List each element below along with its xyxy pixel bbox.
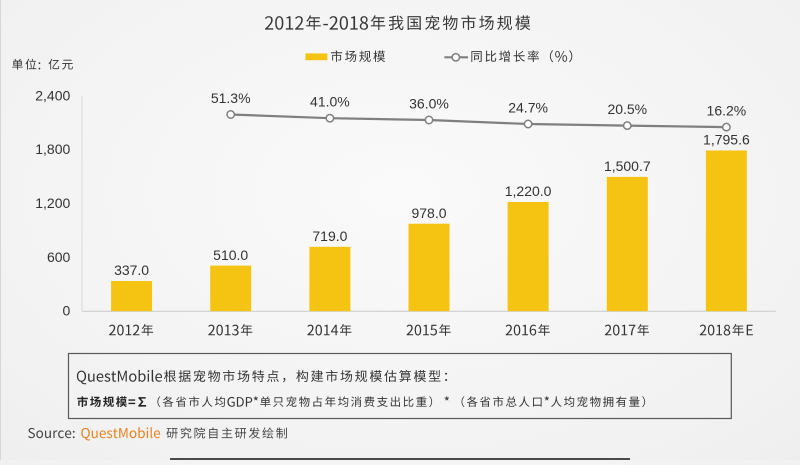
svg-text:36.0%: 36.0% [409, 96, 449, 112]
svg-text:337.0: 337.0 [114, 262, 149, 278]
svg-text:1,795.6: 1,795.6 [703, 132, 750, 148]
svg-text:1,500.7: 1,500.7 [604, 158, 651, 174]
svg-text:719.0: 719.0 [312, 228, 347, 244]
svg-text:2,400: 2,400 [35, 88, 70, 104]
svg-text:0: 0 [63, 303, 71, 319]
svg-text:600: 600 [47, 249, 71, 265]
svg-text:41.0%: 41.0% [310, 94, 350, 110]
svg-text:510.0: 510.0 [213, 247, 248, 263]
svg-text:1,220.0: 1,220.0 [505, 183, 552, 199]
svg-text:24.7%: 24.7% [508, 100, 548, 116]
svg-text:20.5%: 20.5% [607, 101, 647, 117]
svg-text:16.2%: 16.2% [707, 103, 747, 119]
svg-text:51.3%: 51.3% [211, 90, 251, 106]
svg-text:1,200: 1,200 [35, 195, 70, 211]
svg-text:978.0: 978.0 [411, 205, 446, 221]
svg-text:1,800: 1,800 [35, 141, 70, 157]
